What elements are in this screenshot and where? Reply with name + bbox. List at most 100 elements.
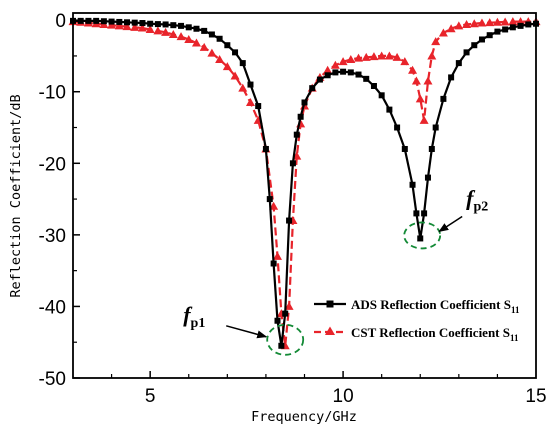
- ads-data-point: [394, 124, 401, 131]
- cst-data-point: [377, 51, 387, 60]
- ads-data-point: [340, 68, 347, 75]
- ads-data-point: [247, 81, 254, 88]
- ads-data-point: [262, 145, 269, 152]
- cst-data-point: [145, 24, 155, 33]
- ads-data-point: [363, 75, 370, 82]
- ads-data-point: [297, 113, 304, 120]
- ads-data-point: [139, 20, 146, 27]
- cst-data-point: [168, 29, 178, 38]
- cst-data-point: [354, 53, 364, 62]
- y-tick-label: -20: [39, 154, 66, 175]
- ads-data-point: [270, 260, 277, 267]
- ads-data-point: [471, 42, 478, 49]
- ads-data-point: [216, 35, 223, 42]
- ads-data-point: [293, 131, 300, 138]
- ads-data-point: [440, 95, 447, 102]
- fp2-label-sub: p2: [474, 199, 489, 214]
- cst-data-point: [427, 51, 437, 60]
- legend-label-ads-main: ADS Reflection Coefficient S: [351, 297, 511, 312]
- cst-data-point: [346, 55, 356, 64]
- y-tick-label: -10: [39, 83, 66, 104]
- ads-data-point: [347, 69, 354, 76]
- cst-data-point: [411, 76, 421, 85]
- ads-data-point: [274, 317, 281, 324]
- fp1-arrow: [226, 325, 268, 339]
- ads-data-point: [332, 69, 339, 76]
- fp1-ellipse: [266, 323, 305, 356]
- ads-data-point: [147, 20, 154, 27]
- ads-data-point: [286, 217, 293, 224]
- cst-data-point: [338, 57, 348, 66]
- cst-data-point: [230, 71, 240, 80]
- ads-data-point: [316, 76, 323, 83]
- cst-data-point: [161, 27, 171, 36]
- ads-data-point: [509, 24, 516, 31]
- cst-data-point: [153, 26, 163, 35]
- ads-data-point: [409, 181, 416, 188]
- ads-data-point: [386, 106, 393, 113]
- cst-data-point: [384, 51, 394, 60]
- cst-data-point: [492, 17, 502, 26]
- ads-data-point: [324, 72, 331, 79]
- cst-data-point: [500, 17, 510, 26]
- cst-data-point: [107, 20, 117, 29]
- series-layer: [68, 17, 541, 350]
- cst-data-point: [369, 52, 379, 61]
- cst-data-point: [215, 55, 225, 64]
- ads-data-point: [282, 310, 289, 317]
- ads-data-point: [154, 21, 161, 28]
- fp2-arrow: [438, 215, 463, 233]
- ads-data-point: [428, 145, 435, 152]
- tick-layer: 5 10 15 0 -10 -20 -30 -40 -50: [39, 11, 547, 407]
- x-tick-label: 5: [145, 386, 156, 407]
- y-tick-label: -30: [39, 226, 66, 247]
- legend-marker-cst: [325, 326, 335, 335]
- ads-data-point: [162, 21, 169, 28]
- cst-data-point: [245, 97, 255, 106]
- cst-data-point: [454, 21, 464, 30]
- cst-data-point: [400, 57, 410, 66]
- series-ads: [70, 17, 539, 349]
- ads-data-point: [232, 49, 239, 56]
- ads-data-point: [401, 145, 408, 152]
- y-tick-label: -50: [39, 369, 66, 390]
- cst-data-point: [323, 65, 333, 74]
- cst-data-point: [114, 21, 124, 30]
- ads-data-point: [239, 60, 246, 67]
- ads-data-point: [301, 99, 308, 106]
- ads-data-point: [289, 160, 296, 167]
- legend: ADS Reflection Coefficient S11 CST Refle…: [314, 297, 520, 343]
- cst-data-point: [408, 65, 418, 74]
- cst-data-point: [423, 76, 433, 85]
- fp2-ellipse: [403, 221, 442, 250]
- ads-data-point: [100, 18, 107, 25]
- cst-data-point: [462, 19, 472, 28]
- cst-data-point: [392, 52, 402, 61]
- ads-data-point: [170, 22, 177, 29]
- fp1-label-main: f: [183, 302, 193, 327]
- cst-data-point: [176, 32, 186, 41]
- ads-data-point: [525, 21, 532, 28]
- fp1-label: fp1: [183, 302, 205, 331]
- ads-data-point: [494, 28, 501, 35]
- ads-data-point: [432, 124, 439, 131]
- ads-data-point: [266, 196, 273, 203]
- ads-data-point: [278, 342, 285, 349]
- legend-marker-ads: [326, 300, 334, 308]
- cst-data-point: [191, 38, 201, 47]
- ads-data-point: [455, 60, 462, 67]
- legend-label-ads: ADS Reflection Coefficient S11: [351, 297, 520, 315]
- legend-label-cst: CST Reflection Coefficient S11: [351, 325, 519, 343]
- cst-data-point: [469, 19, 479, 28]
- ads-data-point: [185, 24, 192, 31]
- ads-data-point: [124, 19, 131, 26]
- cst-data-point: [330, 60, 340, 69]
- legend-label-cst-main: CST Reflection Coefficient S: [351, 325, 510, 340]
- ads-data-point: [224, 42, 231, 49]
- ads-data-point: [131, 19, 138, 26]
- ads-data-point: [178, 22, 185, 29]
- cst-data-point: [184, 34, 194, 43]
- cst-data-point: [431, 37, 441, 46]
- cst-data-point: [272, 251, 282, 260]
- x-tick-label: 10: [333, 386, 354, 407]
